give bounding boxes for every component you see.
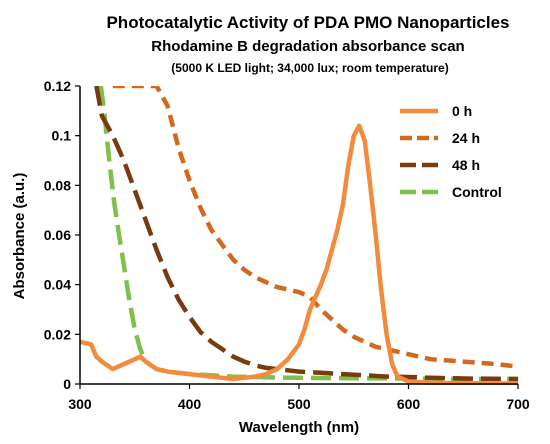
legend-label: 48 h <box>452 157 480 173</box>
series-line-0-h <box>80 123 518 385</box>
x-tick-label: 300 <box>68 396 92 412</box>
legend-label: 0 h <box>452 103 472 119</box>
y-tick-label: 0.08 <box>44 177 71 193</box>
series-layer <box>80 86 518 385</box>
plot-area: 300 400 500 600 700 0 0.02 0.04 0.06 0.08 0.1 0.12 <box>44 78 530 412</box>
x-ticks: 300 400 500 600 700 <box>68 384 530 412</box>
x-tick-label: 600 <box>397 396 421 412</box>
series-line-24-h <box>112 86 518 369</box>
y-tick-label: 0 <box>63 376 71 392</box>
y-ticks: 0 0.02 0.04 0.06 0.08 0.1 0.12 <box>44 78 80 392</box>
y-tick-label: 0.02 <box>44 326 71 342</box>
y-axis-label: Absorbance (a.u.) <box>11 173 28 300</box>
chart-title: Photocatalytic Activity of PDA PMO Nanop… <box>106 13 509 32</box>
legend-label: 24 h <box>452 130 480 146</box>
legend: 0 h 24 h 48 h Control <box>400 103 502 200</box>
y-tick-label: 0.04 <box>44 277 71 293</box>
chart-subtitle: Rhodamine B degradation absorbance scan <box>151 38 464 55</box>
y-tick-label: 0.12 <box>44 78 71 94</box>
y-tick-label: 0.06 <box>44 227 71 243</box>
x-tick-label: 500 <box>287 396 311 412</box>
x-tick-label: 400 <box>178 396 202 412</box>
chart-conditions: (5000 K LED light; 34,000 lux; room temp… <box>171 61 448 75</box>
x-tick-label: 700 <box>506 396 530 412</box>
legend-label: Control <box>452 184 502 200</box>
y-tick-label: 0.1 <box>52 128 72 144</box>
series-line-48-h <box>94 86 518 382</box>
x-axis-label: Wavelength (nm) <box>239 419 359 436</box>
